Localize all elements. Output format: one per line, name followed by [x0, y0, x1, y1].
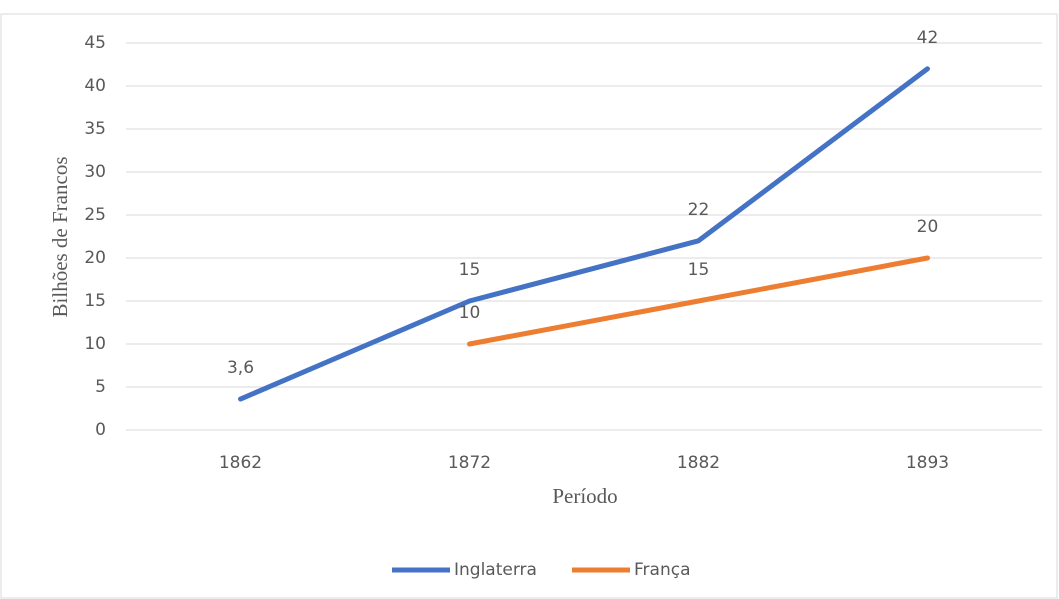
- y-tick-label: 20: [84, 248, 106, 268]
- data-label: 15: [459, 260, 481, 280]
- data-label: 22: [688, 200, 710, 220]
- legend-label: Inglaterra: [454, 560, 537, 580]
- data-label: 3,6: [227, 358, 254, 378]
- data-label: 20: [917, 217, 939, 237]
- y-tick-label: 5: [95, 377, 106, 397]
- chart-border: [0, 13, 1058, 599]
- data-label: 42: [917, 28, 939, 48]
- y-tick-label: 35: [84, 119, 106, 139]
- legend-label: França: [634, 560, 691, 580]
- y-tick-label: 10: [84, 334, 106, 354]
- y-tick-label: 40: [84, 76, 106, 96]
- x-tick-label: 1882: [677, 453, 720, 473]
- series-line: [467, 255, 930, 347]
- data-label: 10: [459, 303, 481, 323]
- y-axis-label: Bilhões de Francos: [48, 157, 72, 318]
- x-tick-label: 1872: [448, 453, 491, 473]
- y-tick-label: 25: [84, 205, 106, 225]
- x-tick-label: 1862: [219, 453, 262, 473]
- y-tick-label: 30: [84, 162, 106, 182]
- data-label: 15: [688, 260, 710, 280]
- x-tick-label: 1893: [906, 453, 949, 473]
- y-tick-label: 15: [84, 291, 106, 311]
- y-tick-label: 45: [84, 33, 106, 53]
- series-line: [238, 66, 930, 402]
- x-axis-label: Período: [552, 484, 617, 508]
- y-tick-label: 0: [95, 420, 106, 440]
